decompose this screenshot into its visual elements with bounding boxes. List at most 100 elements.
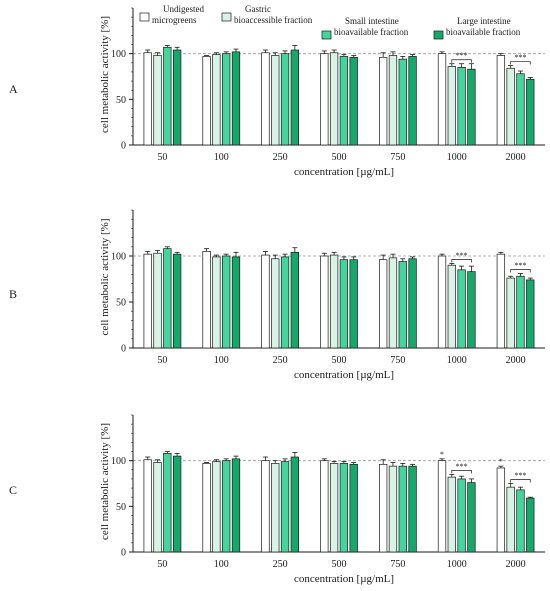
bar [320,53,329,146]
bar [457,269,466,349]
bar [388,257,398,349]
bar [526,279,535,349]
bar [437,53,447,146]
x-tick-label: 250 [273,152,288,163]
significance-star: * [440,450,444,459]
significance-bracket [510,479,531,483]
bar [447,476,456,553]
legend-label: bioavailable fraction [446,27,521,37]
bar [388,465,398,553]
bar [447,264,456,349]
legend-label: bioavailable fraction [334,27,409,37]
bar [329,463,339,553]
bar [261,460,270,553]
bar [280,256,290,349]
bar [163,453,172,553]
x-tick-label: 500 [332,559,347,570]
panel-A: A 0 50 100 cell metabolic activity [%] concen… [9,4,545,178]
panel-letter: C [9,483,17,497]
x-tick-label: 250 [273,355,288,366]
y-axis-label: cell metabolic activity [%] [99,219,111,336]
significance-star: * [499,457,503,466]
bar [231,51,241,146]
bar [280,461,290,553]
bar [339,259,349,349]
y-tick-label: 0 [121,141,126,152]
bar [437,255,447,349]
bar [516,489,525,553]
bar [290,251,299,349]
panel-letter: A [9,82,18,96]
bar [437,460,447,553]
bar [339,56,349,146]
bar [222,53,231,146]
bar [172,49,182,146]
y-tick-label: 100 [111,252,126,263]
significance-stars: *** [514,261,526,270]
significance-stars: *** [456,462,468,471]
bar [388,55,398,146]
bar [398,58,407,146]
bar [271,55,280,146]
significance-bracket [510,61,531,65]
x-tick-label: 2000 [506,355,526,366]
y-tick-label: 0 [121,548,126,559]
bar [163,46,172,146]
y-tick-label: 50 [116,95,126,106]
panel-letter: B [9,287,17,301]
bar [339,463,349,553]
legend-label: Small intestine [345,16,399,26]
bar [379,56,388,146]
bar [506,277,515,349]
bar [526,78,535,146]
bar [467,271,476,349]
bar [202,251,211,349]
bar [329,254,339,349]
bar [506,486,515,553]
x-tick-label: 750 [390,559,405,570]
legend-label: Undigested [163,4,204,14]
y-axis-label: cell metabolic activity [%] [99,16,111,133]
legend-label: microgreens [152,15,197,25]
x-tick-label: 1000 [447,152,467,163]
significance-stars: *** [456,51,468,60]
significance-stars: *** [456,251,468,260]
bar [349,259,358,349]
x-tick-label: 750 [390,152,405,163]
bar [516,275,525,349]
bar [408,56,417,146]
significance-stars: *** [514,471,526,480]
bar [143,459,152,553]
legend-swatch [221,12,232,22]
x-axis-label: concentration [µg/mL] [294,369,394,381]
x-axis-label: concentration [µg/mL] [294,166,394,178]
x-tick-label: 750 [390,355,405,366]
x-tick-label: 100 [214,355,229,366]
bar [202,463,211,553]
x-tick-label: 1000 [447,559,467,570]
x-tick-label: 1000 [447,355,467,366]
bar [516,73,525,146]
bar [379,463,388,553]
significance-stars: *** [514,53,526,62]
bar [290,456,299,553]
bar [379,259,388,349]
legend-label: Large intestine [457,16,511,26]
y-axis-label: cell metabolic activity [%] [99,423,111,540]
bar [320,460,329,553]
x-tick-label: 100 [214,152,229,163]
bar [163,248,172,349]
x-tick-label: 2000 [506,559,526,570]
bar [447,66,456,146]
bar [261,52,270,146]
bar [172,455,182,553]
bar [153,55,162,146]
bar [496,467,506,553]
legend-label: bioaccessible fraction [234,15,313,25]
y-tick-label: 0 [121,344,126,355]
bar [398,261,407,349]
x-tick-label: 100 [214,559,229,570]
bar [143,52,152,146]
